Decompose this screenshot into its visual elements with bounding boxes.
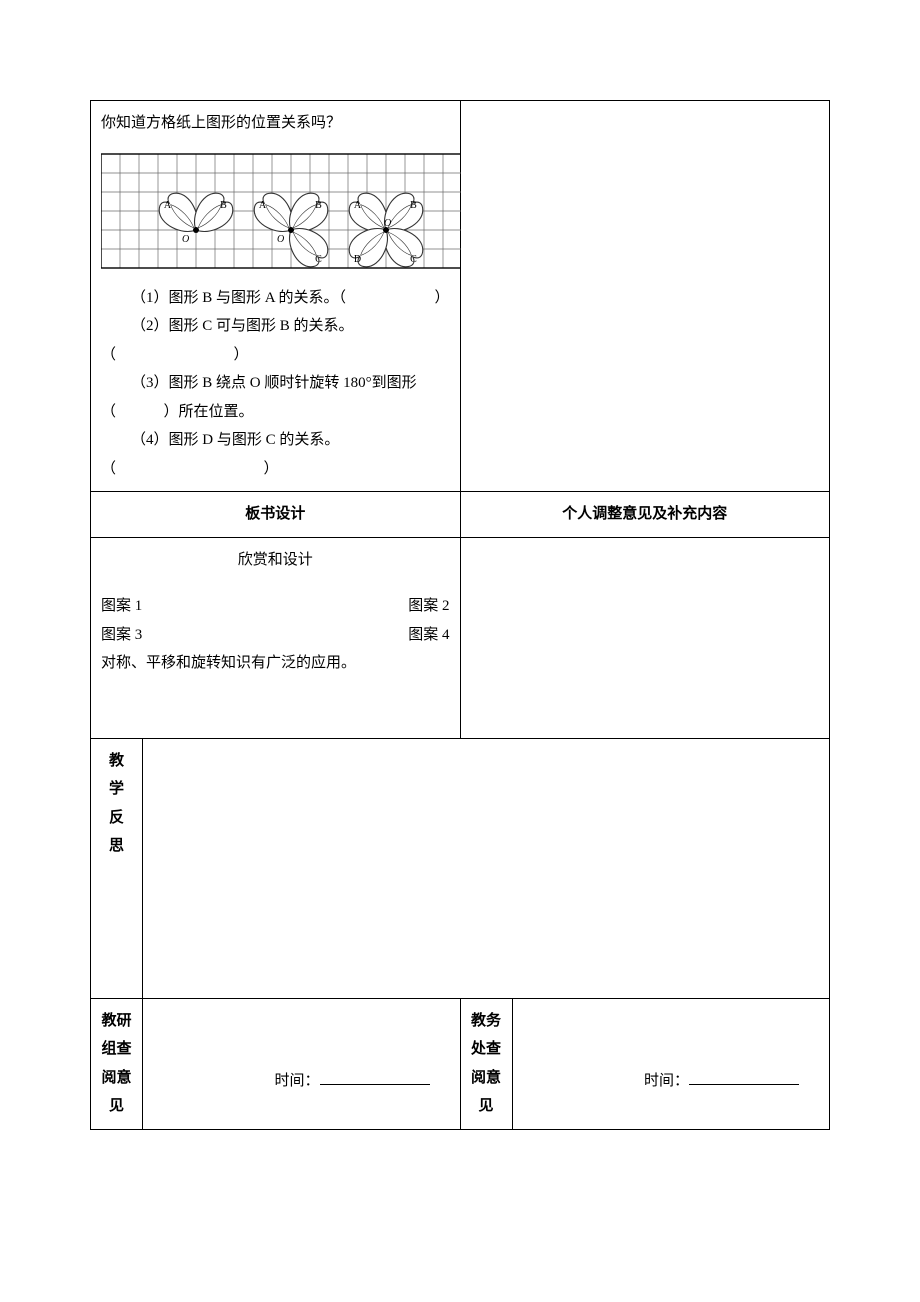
question-cell: 你知道方格纸上图形的位置关系吗？ A B O A B C O A B C D O （1）图形 B 与图… xyxy=(91,101,461,492)
svg-text:C: C xyxy=(315,254,322,265)
group-time-label: 时间： xyxy=(274,1073,319,1089)
group-review-label: 教研 组查 阅意 见 xyxy=(91,998,143,1129)
reflection-content xyxy=(143,738,830,998)
group-time-blank xyxy=(320,1070,430,1085)
svg-text:D: D xyxy=(354,254,361,265)
svg-text:B: B xyxy=(220,199,227,210)
q2-text: （2）图形 C 可与图形 B 的关系。 xyxy=(101,312,450,341)
question-intro: 你知道方格纸上图形的位置关系吗？ xyxy=(101,109,450,138)
pattern-1: 图案 1 xyxy=(101,592,142,621)
reflection-label: 教 学 反 思 xyxy=(91,738,143,998)
q3-text: （3）图形 B 绕点 O 顺时针旋转 180°到图形 xyxy=(101,369,450,398)
board-title: 欣赏和设计 xyxy=(101,546,450,575)
svg-text:O: O xyxy=(277,234,284,245)
svg-text:A: A xyxy=(259,199,267,210)
q1-line: （1）图形 B 与图形 A 的关系。（ ） xyxy=(101,284,450,313)
office-time-blank xyxy=(689,1070,799,1085)
board-notes-cell xyxy=(460,537,830,738)
q1-close: ） xyxy=(404,284,449,313)
q2-blank: （ ） xyxy=(101,341,450,370)
header-personal-notes: 个人调整意见及补充内容 xyxy=(460,492,830,538)
board-content-cell: 欣赏和设计 图案 1 图案 2 图案 3 图案 4 对称、平移和旋转知识有广泛的… xyxy=(91,537,461,738)
svg-text:B: B xyxy=(315,199,322,210)
svg-text:A: A xyxy=(164,199,172,210)
q3-blank: （ ）所在位置。 xyxy=(101,398,450,427)
office-review-content: 时间： xyxy=(512,998,830,1129)
office-review-label: 教务 处查 阅意 见 xyxy=(460,998,512,1129)
svg-text:O: O xyxy=(384,218,391,229)
office-time-label: 时间： xyxy=(644,1073,689,1089)
board-summary: 对称、平移和旋转知识有广泛的应用。 xyxy=(101,649,450,678)
question-notes-cell xyxy=(460,101,830,492)
pattern-4: 图案 4 xyxy=(408,621,449,650)
svg-text:O: O xyxy=(182,234,189,245)
svg-text:B: B xyxy=(410,199,417,210)
q1-text: （1）图形 B 与图形 A 的关系。（ xyxy=(101,284,346,313)
q4-text: （4）图形 D 与图形 C 的关系。 xyxy=(101,426,450,455)
svg-text:C: C xyxy=(410,254,417,265)
group-review-content: 时间： xyxy=(143,998,461,1129)
q4-blank: （ ） xyxy=(101,455,450,484)
pattern-3: 图案 3 xyxy=(101,621,142,650)
pattern-2: 图案 2 xyxy=(408,592,449,621)
grid-diagram: A B O A B C O A B C D O xyxy=(101,144,461,274)
svg-text:A: A xyxy=(354,199,362,210)
header-board-design: 板书设计 xyxy=(91,492,461,538)
